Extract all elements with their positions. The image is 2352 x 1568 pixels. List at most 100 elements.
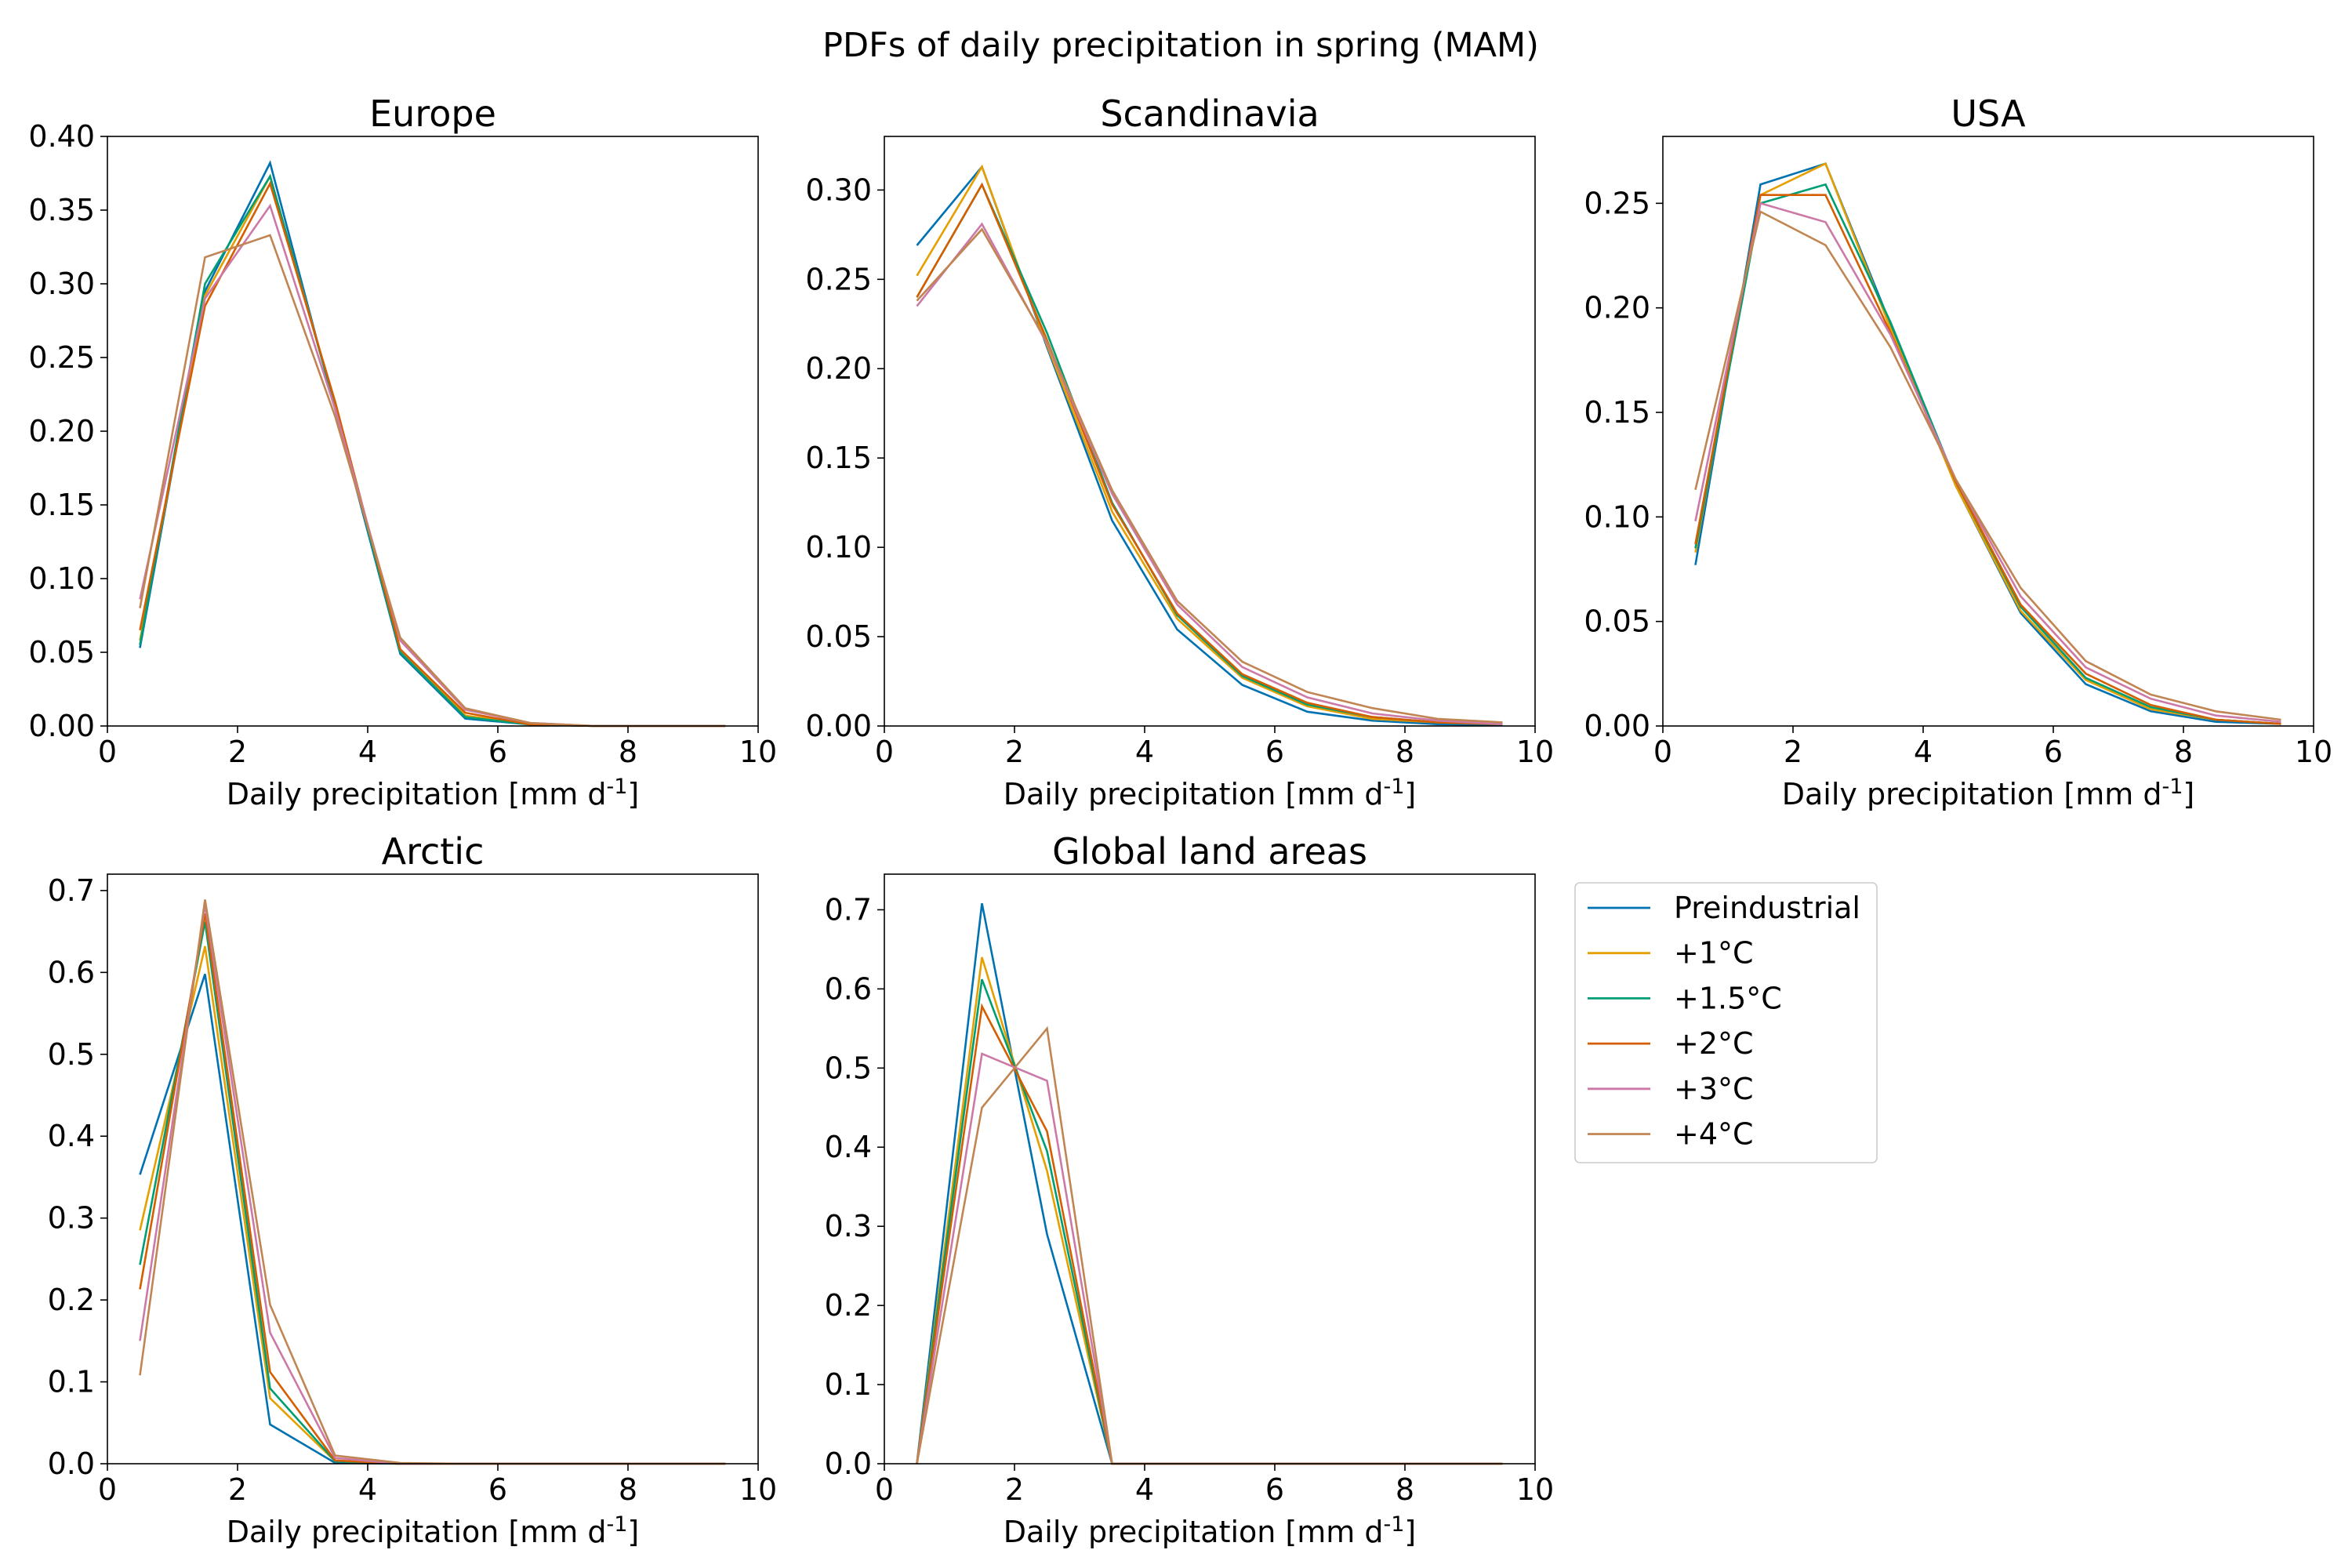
series-line-arctic-plus-1-5c	[139, 921, 726, 1465]
y-tick-label: 0.3	[825, 1209, 872, 1243]
y-tick-label: 0.30	[28, 267, 95, 301]
x-tick-label: 6	[1265, 1472, 1284, 1507]
legend-item-plus-1c: +1°C	[1588, 936, 1754, 971]
x-tick-label: 0	[875, 1472, 894, 1507]
series-line-usa-preindustrial	[1694, 162, 2281, 725]
legend-label: +3°C	[1674, 1072, 1754, 1106]
legend-item-plus-1-5c: +1.5°C	[1588, 981, 1782, 1015]
y-tick-label: 0.30	[805, 172, 872, 207]
x-tick-label: 10	[2295, 735, 2332, 769]
y-tick-label: 0.1	[825, 1367, 872, 1402]
x-tick-label: 6	[1265, 735, 1284, 769]
axes-frame-global-land-areas	[884, 873, 1536, 1465]
series-line-usa-plus-1-5c	[1694, 183, 2281, 725]
y-tick-label: 0.7	[48, 873, 95, 908]
series-line-global-land-areas-plus-4c	[916, 1025, 1503, 1465]
y-tick-label: 0.10	[1584, 499, 1650, 534]
y-tick-label: 0.2	[48, 1283, 95, 1317]
series-line-europe-plus-1-5c	[139, 173, 726, 728]
x-axis-label-global-land-areas: Daily precipitation [mm d-1]	[1004, 1512, 1417, 1549]
x-tick-label: 8	[1396, 735, 1414, 769]
x-tick-label: 2	[1005, 1472, 1024, 1507]
x-tick-label: 10	[1516, 735, 1554, 769]
series-line-usa-plus-2c	[1694, 194, 2281, 725]
figure-title: PDFs of daily precipitation in spring (M…	[822, 26, 1539, 65]
series-line-scandinavia-preindustrial	[916, 165, 1503, 727]
x-tick-label: 0	[875, 735, 894, 769]
legend-item-plus-4c: +4°C	[1588, 1117, 1754, 1152]
y-tick-label: 0.25	[28, 340, 95, 375]
x-tick-label: 10	[1516, 1472, 1554, 1507]
y-tick-label: 0.10	[28, 561, 95, 596]
x-tick-label: 4	[358, 735, 377, 769]
legend-box	[1574, 882, 1878, 1163]
y-tick-label: 0.25	[805, 262, 872, 296]
y-tick-label: 0.00	[1584, 709, 1650, 743]
legend-label: +1.5°C	[1674, 981, 1782, 1015]
series-line-usa-plus-1c	[1694, 162, 2281, 725]
x-axis-label-usa: Daily precipitation [mm d-1]	[1782, 775, 2195, 811]
y-tick-label: 0.4	[48, 1119, 95, 1153]
y-tick-label: 0.20	[28, 414, 95, 448]
y-tick-label: 0.7	[825, 892, 872, 927]
x-tick-label: 10	[739, 735, 777, 769]
y-tick-label: 0.5	[825, 1051, 872, 1085]
legend-label: Preindustrial	[1674, 891, 1860, 925]
y-tick-label: 0.15	[1584, 395, 1650, 430]
axes-frame-arctic	[107, 873, 759, 1465]
y-tick-label: 0.20	[805, 351, 872, 386]
y-tick-label: 0.40	[28, 119, 95, 154]
x-tick-label: 2	[228, 1472, 247, 1507]
x-tick-label: 4	[1135, 1472, 1154, 1507]
legend-label: +4°C	[1674, 1117, 1754, 1152]
y-tick-label: 0.1	[48, 1365, 95, 1399]
x-tick-label: 2	[1005, 735, 1024, 769]
panel-scandinavia: Scandinavia 0 2 4 6 8 10 0.00 0.05 0.10 0.15 0.20 0.…	[805, 93, 1554, 811]
panel-arctic: Arctic 0 2 4 6 8 10 0.0 0.1 0.2 0.3 0.4 0.5 0.6 0.7 Dai…	[48, 830, 778, 1549]
axes-frame-europe	[107, 136, 759, 727]
panel-title-europe: Europe	[369, 93, 496, 135]
panel-title-arctic: Arctic	[382, 830, 485, 873]
legend-label: +2°C	[1674, 1026, 1754, 1061]
y-tick-label: 0.6	[48, 955, 95, 989]
y-tick-label: 0.20	[1584, 291, 1650, 325]
y-tick-label: 0.35	[28, 193, 95, 227]
y-tick-label: 0.05	[1584, 604, 1650, 639]
y-tick-label: 0.10	[805, 530, 872, 564]
series-line-europe-plus-3c	[139, 203, 726, 728]
x-tick-label: 4	[1914, 735, 1933, 769]
legend-label: +1°C	[1674, 936, 1754, 971]
y-tick-label: 0.3	[48, 1201, 95, 1236]
x-tick-label: 4	[358, 1472, 377, 1507]
x-tick-label: 8	[2174, 735, 2193, 769]
x-tick-label: 2	[1784, 735, 1802, 769]
y-tick-label: 0.05	[28, 635, 95, 670]
series-line-scandinavia-plus-1c	[916, 164, 1503, 725]
x-tick-label: 0	[98, 1472, 117, 1507]
series-line-global-land-areas-plus-2c	[916, 1003, 1503, 1465]
series-line-usa-plus-3c	[1694, 201, 2281, 723]
y-tick-label: 0.15	[28, 488, 95, 522]
series-line-arctic-plus-1c	[139, 946, 726, 1465]
panel-europe: Europe 0 2 4 6 8 10 0.00 0.05 0.10 0.15 0.20 0.25 0.3…	[28, 93, 777, 811]
series-line-arctic-plus-4c	[139, 899, 726, 1465]
x-tick-label: 6	[488, 1472, 507, 1507]
x-tick-label: 4	[1135, 735, 1154, 769]
series-line-europe-plus-4c	[139, 234, 726, 728]
series-line-arctic-plus-2c	[139, 913, 726, 1465]
legend-item-plus-2c: +2°C	[1588, 1026, 1754, 1061]
series-line-scandinavia-plus-4c	[916, 227, 1503, 724]
series-line-global-land-areas-plus-1c	[916, 956, 1503, 1465]
legend-item-plus-3c: +3°C	[1588, 1072, 1754, 1106]
x-tick-label: 2	[228, 735, 247, 769]
x-axis-label-arctic: Daily precipitation [mm d-1]	[227, 1512, 640, 1549]
x-axis-label-europe: Daily precipitation [mm d-1]	[227, 775, 640, 811]
x-tick-label: 8	[619, 735, 637, 769]
series-line-global-land-areas-preindustrial	[916, 903, 1503, 1465]
x-tick-label: 0	[1653, 735, 1672, 769]
series-line-scandinavia-plus-2c	[916, 182, 1503, 725]
y-tick-label: 0.05	[805, 619, 872, 654]
y-tick-label: 0.5	[48, 1037, 95, 1072]
